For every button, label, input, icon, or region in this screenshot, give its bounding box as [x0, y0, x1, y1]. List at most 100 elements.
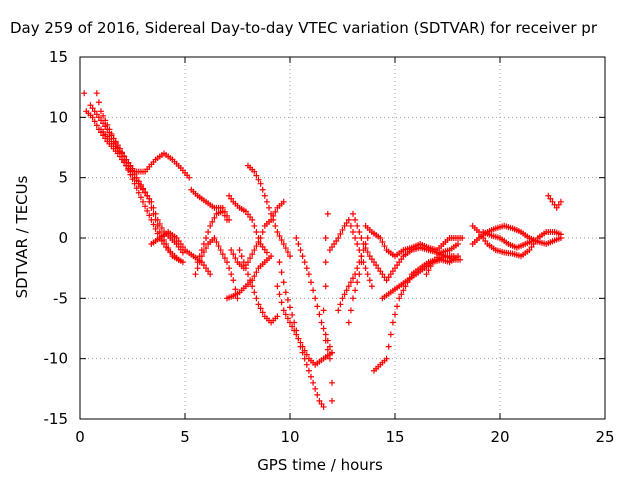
data-point — [125, 159, 132, 166]
data-point — [200, 262, 207, 269]
data-point — [255, 301, 262, 308]
data-point — [272, 208, 279, 215]
data-point — [398, 256, 405, 263]
data-point — [207, 271, 214, 278]
data-point — [211, 214, 218, 221]
data-point — [224, 259, 230, 266]
data-point — [240, 259, 247, 266]
data-point — [238, 253, 245, 260]
data-point — [255, 176, 262, 183]
data-point — [368, 283, 375, 290]
data-point — [299, 253, 306, 260]
data-point — [526, 247, 533, 254]
data-point — [305, 271, 312, 278]
data-series-segment — [226, 192, 270, 256]
data-point — [291, 327, 298, 334]
data-point — [87, 102, 94, 109]
data-point — [154, 222, 161, 229]
data-point — [316, 397, 323, 404]
data-series-segment — [98, 126, 193, 181]
data-point — [312, 295, 319, 302]
data-point — [295, 335, 302, 342]
data-point — [280, 198, 287, 205]
data-point — [276, 232, 283, 239]
data-point — [203, 235, 209, 241]
data-point — [119, 150, 125, 157]
data-point — [251, 247, 258, 254]
data-point — [213, 239, 220, 246]
data-point — [272, 222, 279, 229]
data-point — [146, 198, 153, 205]
data-point — [123, 156, 130, 163]
data-point — [287, 319, 293, 326]
data-point — [305, 367, 312, 374]
data-point — [255, 239, 262, 246]
data-point — [284, 249, 291, 256]
data-point — [345, 216, 352, 223]
data-point — [108, 132, 115, 139]
data-point — [326, 343, 333, 350]
data-point — [530, 237, 537, 244]
data-point — [215, 243, 222, 250]
data-point — [547, 195, 554, 202]
data-point — [179, 244, 186, 251]
data-point — [152, 216, 159, 223]
data-point — [179, 259, 186, 266]
data-point — [362, 245, 369, 252]
data-point — [228, 271, 235, 278]
data-series-segment — [192, 235, 241, 302]
data-point — [329, 379, 335, 386]
data-point — [549, 198, 556, 205]
data-point — [303, 361, 310, 368]
data-point — [205, 228, 212, 235]
data-point — [194, 265, 201, 272]
data-point — [356, 271, 363, 278]
data-point — [144, 192, 151, 199]
data-point — [385, 274, 392, 281]
data-point — [282, 289, 289, 296]
y-tick-label: -5 — [53, 289, 68, 307]
data-point — [333, 238, 340, 245]
data-point — [232, 255, 239, 262]
data-point — [303, 265, 310, 272]
data-point — [301, 347, 308, 354]
data-series-segment — [320, 307, 335, 404]
data-point — [455, 253, 461, 260]
data-point — [257, 180, 264, 187]
data-point — [251, 273, 258, 280]
data-point — [251, 222, 258, 229]
y-tick-label: 15 — [49, 48, 68, 66]
y-tick-label: -15 — [44, 410, 69, 428]
data-point — [95, 99, 102, 106]
data-point — [335, 235, 342, 241]
data-point — [173, 235, 180, 241]
data-series-segment — [350, 210, 464, 284]
data-point — [387, 331, 394, 338]
data-point — [163, 241, 170, 248]
data-point — [314, 391, 321, 398]
data-point — [89, 114, 96, 121]
data-point — [91, 108, 98, 115]
data-point — [459, 235, 466, 241]
data-point — [425, 267, 432, 274]
data-point — [228, 247, 235, 254]
data-point — [280, 307, 287, 314]
data-series-segment — [423, 253, 461, 278]
data-point — [350, 295, 356, 302]
data-point — [140, 185, 146, 192]
data-point — [322, 235, 329, 241]
data-point — [287, 304, 293, 311]
data-point — [211, 235, 218, 241]
data-point — [356, 228, 363, 235]
data-point — [121, 153, 128, 160]
data-series-segment — [245, 162, 293, 260]
data-point — [95, 114, 102, 121]
data-point — [142, 189, 149, 196]
data-series-segment — [293, 235, 335, 356]
data-point — [335, 307, 342, 314]
x-tick-label: 20 — [490, 428, 509, 446]
data-series-segment — [345, 235, 371, 326]
data-point — [232, 286, 239, 293]
data-series-segment — [545, 192, 564, 211]
data-point — [324, 210, 331, 217]
